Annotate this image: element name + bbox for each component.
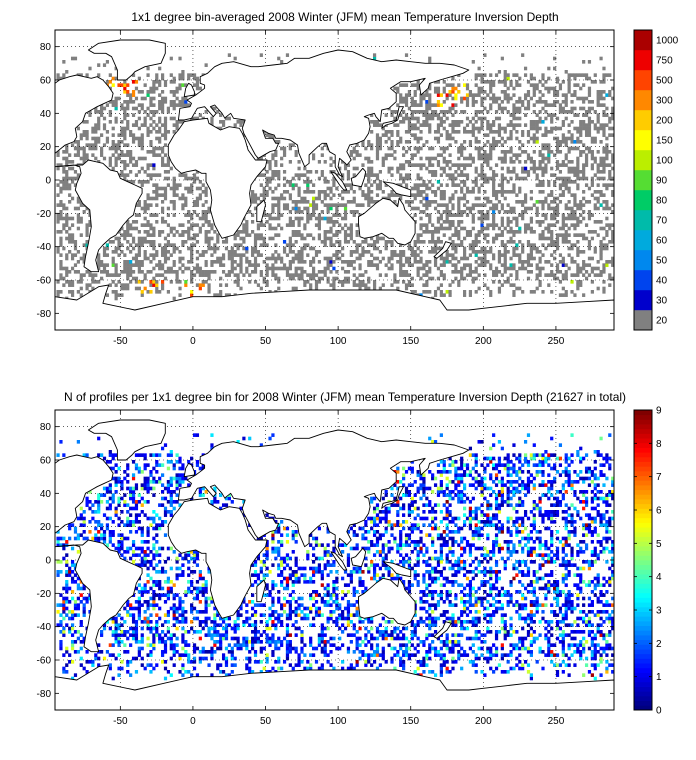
y-tick-label: 80 [40,42,52,53]
colorbar-label: 50 [656,256,668,267]
x-tick-label: 100 [330,716,347,727]
colorbar-swatch [634,150,652,171]
colorbar-swatch [634,90,652,111]
colorbar-label: 80 [656,196,668,207]
data-cells [56,53,615,301]
data-cells [56,433,615,681]
colorbar-label: 30 [656,296,668,307]
profile-count-chart: N of profiles per 1x1 degree bin for 200… [37,390,662,727]
colorbar-label: 5 [656,539,662,550]
colorbar-label: 40 [656,276,668,287]
colorbar-label: 60 [656,236,668,247]
colorbar: 0 1 2 3 4 5 6 7 8 9 [633,406,662,717]
colorbar-swatch [634,110,652,131]
y-tick-label: -60 [37,276,52,287]
coastlines [54,39,615,331]
x-tick-label: 200 [475,336,492,347]
colorbar-swatch [634,70,652,91]
colorbar-label: 100 [656,156,673,167]
colorbar-label: 8 [656,439,662,450]
x-tick-label: 0 [190,716,196,727]
y-tick-label: 60 [40,456,52,467]
colorbar-label: 7 [656,472,662,483]
y-tick-label: 20 [40,522,52,533]
colorbar-swatch [634,250,652,271]
x-tick-label: -50 [113,336,128,347]
colorbar-label: 3 [656,606,662,617]
colorbar-swatch [634,270,652,291]
y-tick-label: 0 [45,176,51,187]
colorbar-swatch [634,210,652,231]
colorbar-label: 70 [656,216,668,227]
y-tick-label: -20 [37,209,52,220]
x-tick-label: 50 [260,336,272,347]
y-tick-label: -80 [37,689,52,700]
colorbar: 20 30 40 50 60 70 80 90 100 150 200 300 500 750 1000 [633,29,679,331]
y-tick-label: -40 [37,622,52,633]
colorbar-swatch [634,50,652,71]
y-tick-label: 80 [40,422,52,433]
colorbar-swatch [634,30,652,51]
x-tick-label: 250 [548,336,565,347]
y-tick-label: 40 [40,489,52,500]
coastlines [54,419,615,711]
colorbar-label: 300 [656,96,673,107]
colorbar-swatch [634,130,652,151]
x-tick-label: 200 [475,716,492,727]
x-tick-label: -50 [113,716,128,727]
colorbar-label: 0 [656,706,662,717]
y-tick-label: 0 [45,556,51,567]
colorbar-swatch [634,230,652,251]
colorbar-label: 200 [656,116,673,127]
colorbar-label: 500 [656,76,673,87]
x-tick-label: 250 [548,716,565,727]
x-tick-label: 150 [402,716,419,727]
chart-title: 1x1 degree bin-averaged 2008 Winter (JFM… [131,10,558,24]
y-tick-label: 60 [40,76,52,87]
x-tick-label: 100 [330,336,347,347]
chart-title: N of profiles per 1x1 degree bin for 200… [64,390,626,404]
colorbar-label: 90 [656,176,668,187]
colorbar-label: 150 [656,136,673,147]
y-tick-label: -20 [37,589,52,600]
colorbar-swatch [634,170,652,191]
colorbar-label: 4 [656,572,662,583]
profile-count-panel: N of profiles per 1x1 degree bin for 200… [0,380,696,760]
y-tick-label: -60 [37,656,52,667]
colorbar-label: 9 [656,406,662,417]
x-tick-label: 0 [190,336,196,347]
x-tick-label: 50 [260,716,272,727]
inversion-depth-chart: 1x1 degree bin-averaged 2008 Winter (JFM… [37,10,679,347]
inversion-depth-panel: 1x1 degree bin-averaged 2008 Winter (JFM… [37,10,679,347]
colorbar-label: 6 [656,506,662,517]
y-tick-label: 20 [40,142,52,153]
y-tick-label: -80 [37,309,52,320]
y-tick-label: -40 [37,242,52,253]
colorbar-label: 1 [656,672,662,683]
colorbar-label: 2 [656,639,662,650]
y-tick-label: 40 [40,109,52,120]
x-tick-label: 150 [402,336,419,347]
colorbar-swatch [634,310,652,331]
colorbar-label: 750 [656,56,673,67]
colorbar-swatch [634,290,652,311]
colorbar-label: 1000 [656,36,679,47]
colorbar-label: 20 [656,316,668,327]
colorbar-swatch [634,190,652,211]
